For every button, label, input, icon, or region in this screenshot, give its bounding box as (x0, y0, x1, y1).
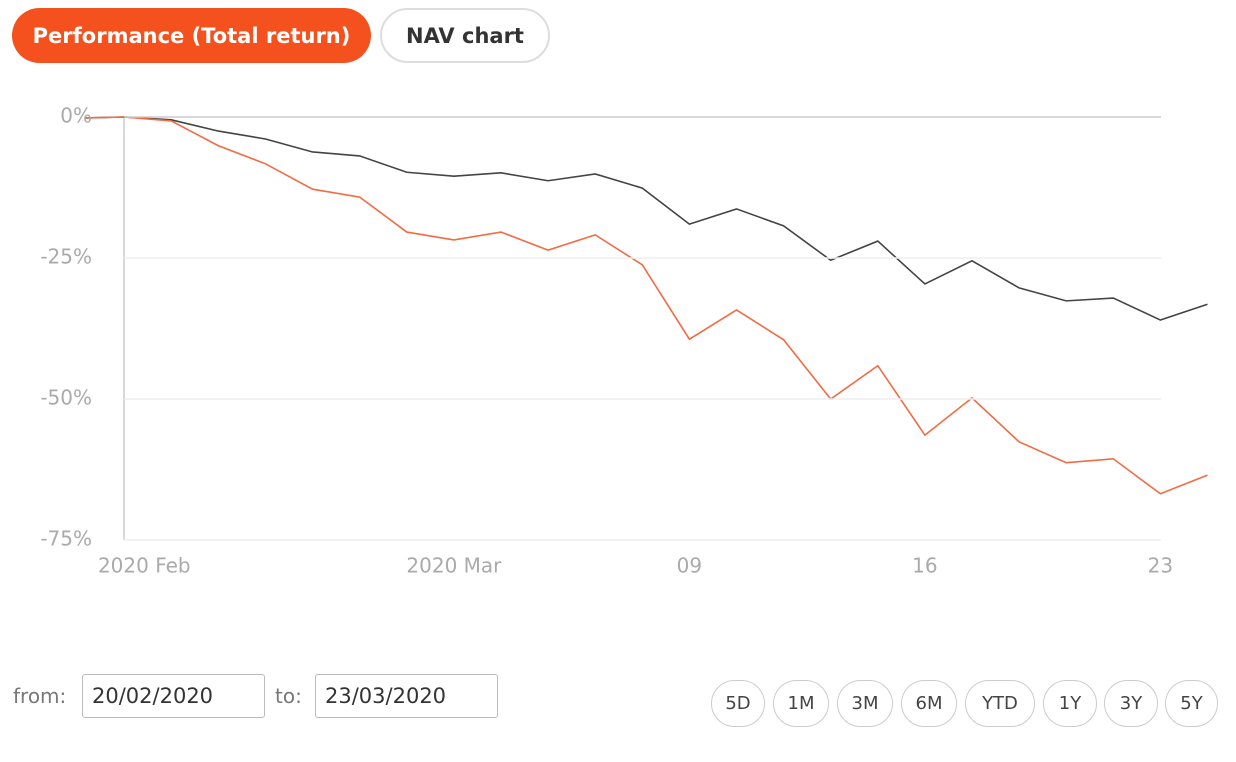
period-button[interactable]: YTD (965, 680, 1035, 727)
period-button[interactable]: 5Y (1165, 680, 1218, 727)
tab[interactable]: NAV chart (380, 8, 550, 63)
to-input[interactable]: 23/03/2020 (315, 674, 498, 718)
line (85, 116, 1208, 321)
line (85, 116, 1208, 495)
period-button[interactable]: 5D (711, 680, 765, 727)
period-button[interactable]: 3M (837, 680, 893, 727)
x-tick-label: 2020 Feb (98, 554, 191, 578)
y-tick-label: 0% (60, 104, 92, 128)
x-tick-label: 2020 Mar (406, 554, 502, 578)
x-tick-label: 16 (912, 554, 937, 578)
tab[interactable]: Performance (Total return) (12, 8, 371, 63)
chart: 0% -25% -50% -75%2020 Feb 2020 Mar 09 16 23 (40, 104, 1208, 578)
from-label: from: (13, 684, 67, 708)
period-button[interactable]: 6M (901, 680, 957, 727)
y-tick-label: -25% (40, 245, 92, 269)
period-button[interactable]: 1M (773, 680, 829, 727)
y-tick-label: -75% (40, 527, 92, 551)
y-tick-label: -50% (40, 386, 92, 410)
period-button[interactable]: 1Y (1043, 680, 1097, 727)
x-tick-label: 09 (677, 554, 702, 578)
x-tick-label: 23 (1148, 554, 1173, 578)
to-label: to: (275, 684, 302, 708)
from-input[interactable]: 20/02/2020 (82, 674, 265, 718)
period-button[interactable]: 3Y (1104, 680, 1158, 727)
